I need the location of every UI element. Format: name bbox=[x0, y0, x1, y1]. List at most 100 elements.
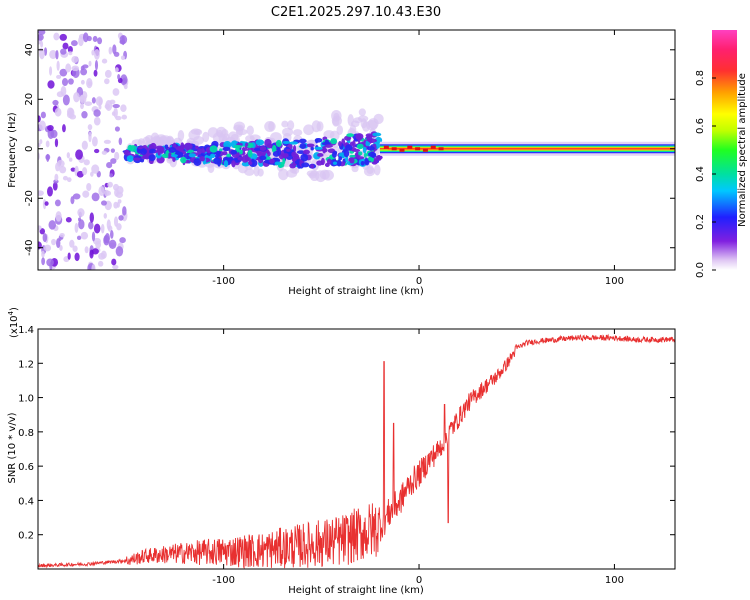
noise-blob bbox=[54, 107, 62, 117]
band-blob bbox=[196, 148, 203, 155]
band-halo bbox=[249, 134, 261, 141]
snr-frame bbox=[37, 328, 676, 570]
noise-blob bbox=[46, 258, 54, 267]
band-blob bbox=[168, 152, 172, 159]
noise-blob bbox=[91, 264, 96, 270]
noise-blob bbox=[98, 104, 102, 110]
snr-x-axis-label: Height of straight line (km) bbox=[288, 585, 424, 596]
noise-blob bbox=[69, 239, 75, 248]
band-blob bbox=[282, 140, 291, 145]
band-blob bbox=[356, 143, 364, 150]
band-blob bbox=[275, 139, 282, 148]
noise-blob bbox=[118, 215, 124, 221]
band-halo bbox=[332, 117, 340, 127]
band-halo bbox=[188, 129, 200, 141]
noise-blob bbox=[71, 65, 80, 72]
noise-blob bbox=[43, 244, 52, 252]
noise-blob bbox=[122, 206, 127, 216]
band-blob bbox=[367, 151, 376, 157]
noise-blob bbox=[113, 216, 119, 227]
noise-blob bbox=[98, 186, 105, 196]
noise-blob bbox=[83, 159, 90, 166]
noise-blob bbox=[111, 258, 117, 266]
band-blob bbox=[282, 157, 286, 165]
noise-blob bbox=[56, 159, 65, 168]
noise-blob bbox=[110, 230, 114, 239]
noise-blob bbox=[55, 50, 59, 60]
y-tick-label: -40 bbox=[24, 240, 35, 256]
noise-blob bbox=[88, 60, 92, 67]
noise-blob bbox=[59, 244, 63, 251]
snr-y-multiplier: (x104) bbox=[7, 307, 20, 338]
noise-blob bbox=[95, 96, 103, 107]
noise-blob bbox=[70, 196, 75, 205]
band-blob bbox=[259, 146, 267, 151]
noise-blob bbox=[54, 199, 61, 207]
band-blob bbox=[320, 157, 325, 166]
noise-blob bbox=[108, 46, 113, 55]
band-blob bbox=[310, 164, 314, 169]
band-blob bbox=[345, 155, 349, 163]
noise-blob bbox=[115, 246, 124, 257]
noise-blob bbox=[78, 219, 85, 230]
snr-y-ticks: 0.2 0.4 0.6 0.8 1.0 1.2 1.4 bbox=[18, 325, 675, 542]
noise-blob bbox=[62, 124, 66, 133]
band-halo bbox=[311, 120, 321, 133]
noise-blob bbox=[60, 86, 67, 97]
noise-blob bbox=[121, 78, 127, 84]
noise-blob bbox=[66, 177, 72, 183]
noise-blob bbox=[93, 116, 101, 126]
band-blob bbox=[183, 142, 193, 151]
band-blob bbox=[365, 141, 369, 147]
colorbar-ticks: 0.0 0.2 0.4 0.6 0.8 bbox=[695, 70, 716, 278]
band-blob bbox=[324, 144, 333, 148]
band-halo bbox=[368, 118, 379, 129]
line-segment bbox=[399, 148, 405, 152]
band-blob bbox=[317, 153, 324, 157]
noise-blob bbox=[94, 148, 100, 154]
band-halo bbox=[363, 166, 376, 177]
noise-blob bbox=[93, 69, 98, 77]
y-tick-label: 0 bbox=[24, 146, 35, 152]
band-blob bbox=[140, 148, 147, 155]
band-blob bbox=[322, 148, 328, 153]
noise-blob bbox=[112, 88, 120, 96]
band-halo bbox=[278, 168, 289, 181]
noise-blob bbox=[97, 37, 103, 45]
noise-blob bbox=[86, 35, 92, 42]
band-blob bbox=[376, 154, 382, 161]
noise-blob bbox=[46, 153, 50, 162]
noise-blob bbox=[84, 246, 89, 254]
noise-blob bbox=[69, 114, 77, 120]
noise-blob bbox=[80, 231, 89, 240]
band-halo bbox=[202, 131, 210, 143]
noise-blob bbox=[67, 46, 73, 54]
noise-blob bbox=[107, 181, 113, 188]
band-blob bbox=[248, 161, 253, 166]
y-tick-label: 0.4 bbox=[18, 496, 34, 507]
noise-blob bbox=[89, 212, 94, 223]
y-tick-label: 0.6 bbox=[18, 462, 34, 473]
noise-blob bbox=[67, 252, 71, 260]
band-blob bbox=[296, 150, 306, 155]
noise-blob bbox=[44, 201, 49, 206]
noise-blob bbox=[81, 140, 88, 150]
noise-blob bbox=[77, 208, 85, 217]
noise-blob bbox=[74, 252, 80, 262]
noise-blob bbox=[68, 78, 74, 85]
noise-blob bbox=[78, 35, 84, 47]
band-halo bbox=[285, 169, 298, 178]
noise-blob bbox=[100, 223, 105, 234]
band-blob bbox=[188, 153, 196, 158]
y-tick-label: 0.2 bbox=[18, 531, 34, 542]
y-tick-label: 0.8 bbox=[18, 428, 34, 439]
noise-blob bbox=[95, 240, 102, 249]
heatmap-y-ticks: -40 -20 0 20 40 bbox=[24, 43, 675, 256]
noise-blob bbox=[114, 126, 120, 132]
noise-blob bbox=[109, 173, 114, 178]
band-blob bbox=[366, 135, 373, 142]
line-segment bbox=[438, 147, 444, 151]
y-tick-label: 20 bbox=[24, 93, 35, 106]
noise-blob bbox=[65, 63, 72, 73]
noise-blob bbox=[123, 84, 128, 90]
